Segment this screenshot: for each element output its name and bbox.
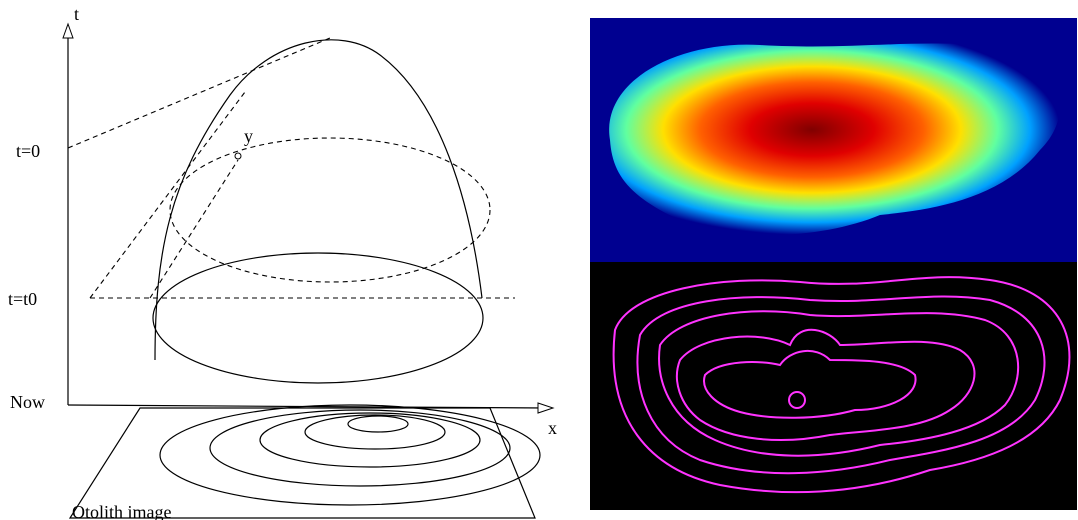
- figure: t x y t=0 t=t0 Now Otolith image: [0, 0, 1078, 520]
- schematic: t x y t=0 t=t0 Now Otolith image: [8, 4, 557, 520]
- base-ellipse: [153, 253, 483, 383]
- x-arrow: [538, 403, 553, 413]
- t0-line: [68, 38, 330, 148]
- page: t x y t=0 t=t0 Now Otolith image (() => …: [0, 0, 1078, 520]
- y-label: y: [244, 126, 253, 146]
- heatmap: [590, 18, 1077, 262]
- diagonal: [90, 92, 245, 298]
- t-arrow: [63, 24, 73, 38]
- plane-contours: [160, 405, 540, 505]
- caption: Otolith image: [72, 502, 171, 520]
- y-point: [235, 153, 241, 159]
- t0-ellipse: [170, 138, 490, 282]
- time-label: t=0: [16, 141, 40, 161]
- time-label: t=t0: [8, 289, 37, 309]
- time-label: Now: [10, 392, 45, 412]
- cone-outline: [155, 40, 482, 360]
- diagonal: [150, 160, 238, 298]
- x-label: x: [548, 418, 557, 438]
- t-label: t: [74, 4, 79, 24]
- otolith-photo: [590, 262, 1077, 510]
